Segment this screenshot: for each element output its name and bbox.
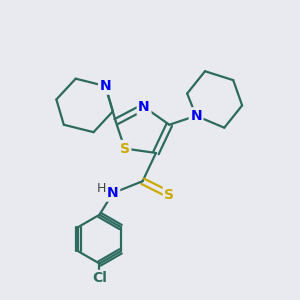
Text: S: S [164,188,174,202]
Text: N: N [190,109,202,123]
Text: Cl: Cl [92,272,107,285]
Text: H: H [97,182,106,195]
Text: N: N [100,79,111,93]
Text: N: N [107,186,119,200]
Text: N: N [138,100,150,114]
Text: S: S [120,142,130,155]
